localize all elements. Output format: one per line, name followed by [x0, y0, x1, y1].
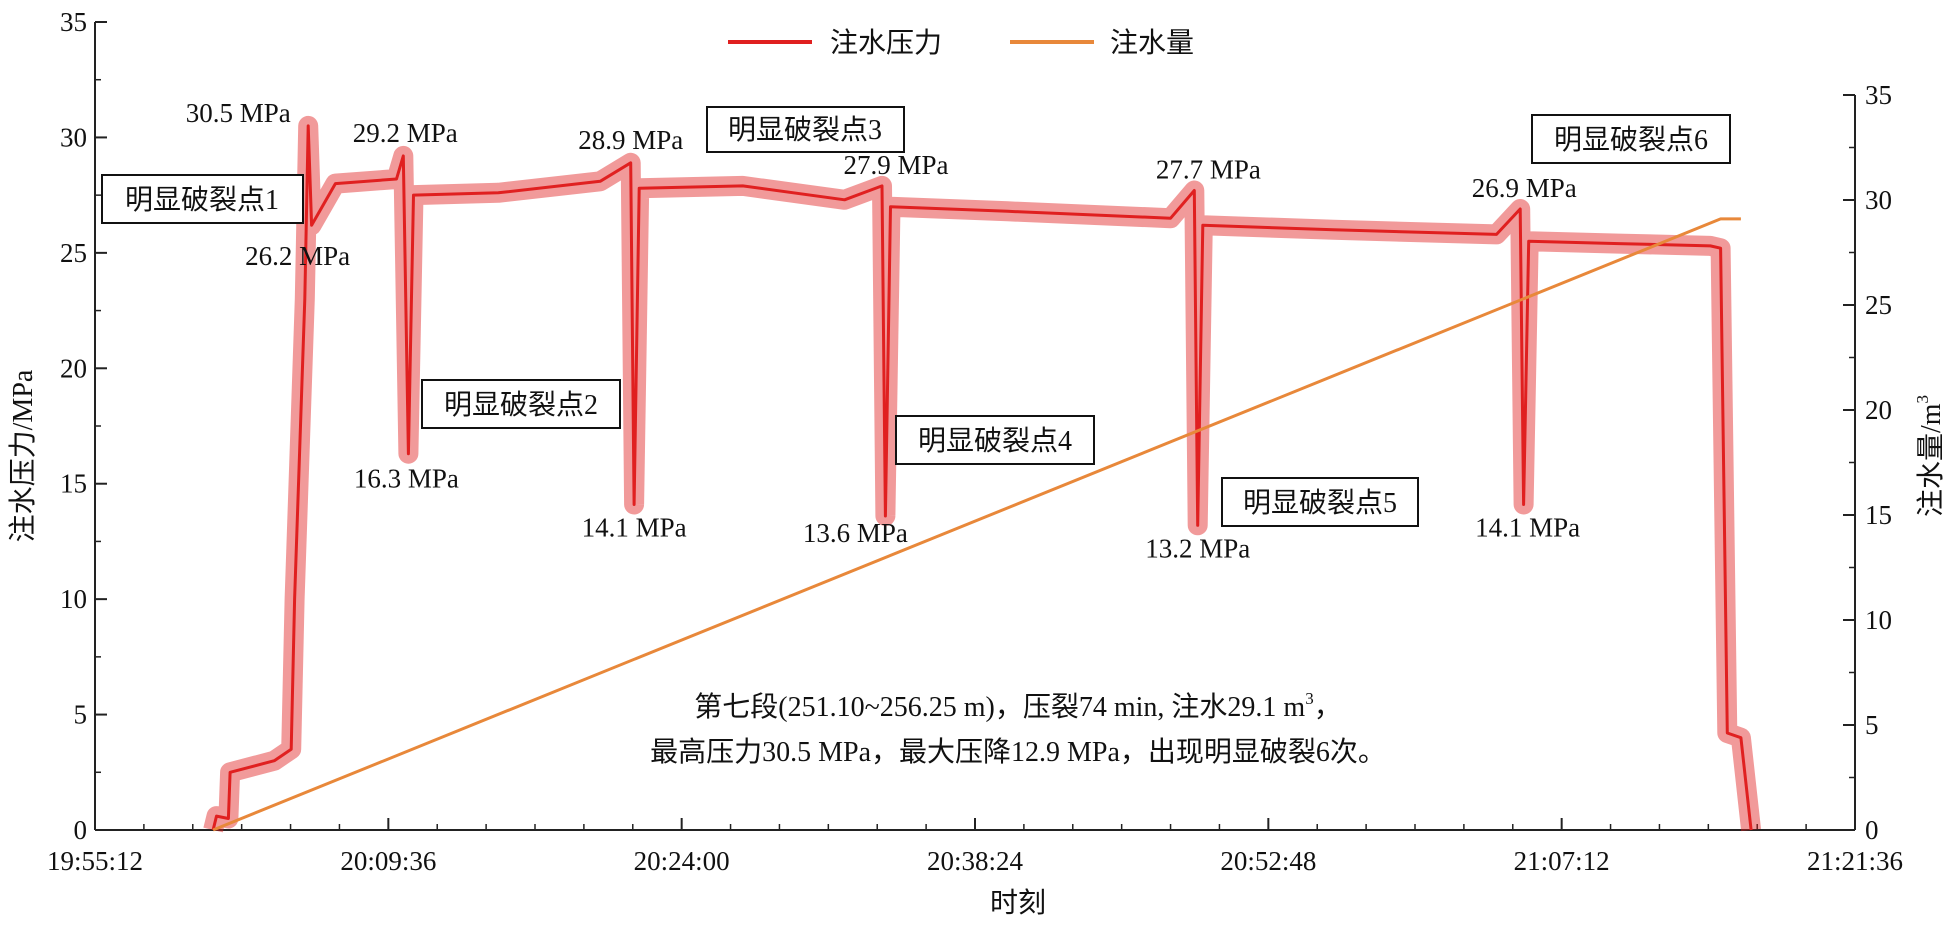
y-left-tick-label: 20	[60, 353, 87, 383]
x-tick-label: 20:38:24	[927, 846, 1024, 876]
point-label: 14.1 MPa	[1475, 512, 1580, 542]
callout-5: 明显破裂点5	[1221, 477, 1419, 527]
y-right-tick-label: 35	[1865, 80, 1892, 110]
y-left-tick-label: 25	[60, 238, 87, 268]
point-label: 30.5 MPa	[186, 98, 291, 128]
callout-label: 明显破裂点5	[1243, 487, 1397, 519]
legend: 注水压力 注水量	[728, 27, 1194, 59]
callout-box	[101, 174, 304, 224]
callout-label: 明显破裂点2	[444, 389, 598, 421]
axes-layer: 0 5 10 15 20 25 30 35 0 5 10 15 20 25 30 35 19:55:12 20:0…	[47, 7, 1903, 876]
y-left-tick-label: 30	[60, 122, 87, 152]
callout-label: 明显破裂点1	[125, 184, 279, 216]
point-label: 16.3 MPa	[354, 464, 459, 494]
callout-6: 明显破裂点6	[1531, 114, 1731, 164]
summary-annotation: 第七段(251.10~256.25 m)，压裂74 min, 注水29.1 m3…	[650, 689, 1386, 768]
legend-label-volume: 注水量	[1110, 27, 1194, 59]
callout-label: 明显破裂点6	[1554, 124, 1708, 156]
y-axis-right-title-text: 注水量/m	[1915, 403, 1947, 517]
callout-box	[1531, 114, 1731, 164]
y-right-tick-label: 30	[1865, 185, 1892, 215]
y-left-tick-label: 15	[60, 469, 87, 499]
series-line-0	[211, 124, 1753, 831]
y-axis-right-title: 注水量/m3	[1913, 395, 1947, 517]
callout-4: 明显破裂点4	[895, 415, 1095, 465]
x-tick-label: 20:52:48	[1220, 846, 1316, 876]
point-label: 26.9 MPa	[1472, 173, 1577, 203]
point-label: 28.9 MPa	[578, 125, 683, 155]
y-right-tick-label: 10	[1865, 605, 1892, 635]
callout-box	[895, 415, 1095, 465]
point-label: 13.2 MPa	[1145, 533, 1250, 563]
annotation-line-1-end: ，	[1314, 692, 1342, 723]
y-right-tick-label: 5	[1865, 710, 1879, 740]
y-left-tick-label: 0	[74, 815, 88, 845]
point-label: 13.6 MPa	[803, 518, 908, 548]
callout-label: 明显破裂点3	[728, 114, 882, 146]
point-label: 27.9 MPa	[843, 150, 948, 180]
y-axis-right-title-sup: 3	[1913, 395, 1932, 404]
y-right-tick-label: 25	[1865, 290, 1892, 320]
x-tick-label: 19:55:12	[47, 846, 143, 876]
legend-label-pressure: 注水压力	[830, 27, 942, 59]
x-tick-label: 21:21:36	[1807, 846, 1903, 876]
point-label: 29.2 MPa	[353, 118, 458, 148]
callout-label: 明显破裂点4	[918, 425, 1072, 457]
annotation-line-1-sup: 3	[1305, 689, 1314, 708]
callout-3: 明显破裂点3	[706, 106, 905, 153]
callout-box	[1221, 477, 1419, 527]
y-right-tick-label: 15	[1865, 500, 1892, 530]
y-left-tick-label: 35	[60, 7, 87, 37]
x-axis-title: 时刻	[990, 887, 1046, 919]
annotation-line-2: 最高压力30.5 MPa，最大压降12.9 MPa，出现明显破裂6次。	[650, 736, 1386, 768]
annotation-line-1: 第七段(251.10~256.25 m)，压裂74 min, 注水29.1 m3…	[694, 689, 1341, 723]
point-label: 27.7 MPa	[1156, 155, 1261, 185]
y-left-tick-label: 10	[60, 584, 87, 614]
series-layer	[203, 115, 1762, 833]
point-label: 26.2 MPa	[245, 241, 350, 271]
x-tick-label: 20:09:36	[340, 846, 436, 876]
series-line-1	[212, 217, 1741, 832]
x-tick-label: 21:07:12	[1514, 846, 1610, 876]
callout-box	[706, 106, 905, 153]
x-tick-label: 20:24:00	[634, 846, 730, 876]
callout-1: 明显破裂点1	[101, 174, 304, 224]
callout-box	[421, 379, 621, 429]
callout-2: 明显破裂点2	[421, 379, 621, 429]
y-left-tick-label: 5	[74, 700, 88, 730]
point-label: 14.1 MPa	[582, 512, 687, 542]
y-right-tick-label: 20	[1865, 395, 1892, 425]
y-right-tick-label: 0	[1865, 815, 1879, 845]
annotation-line-1-text: 第七段(251.10~256.25 m)，压裂74 min, 注水29.1 m	[694, 691, 1305, 723]
labels-layer: 30.5 MPa 26.2 MPa 29.2 MPa 16.3 MPa 28.9 MPa…	[186, 98, 1580, 563]
y-axis-left-title: 注水压力/MPa	[7, 369, 39, 542]
